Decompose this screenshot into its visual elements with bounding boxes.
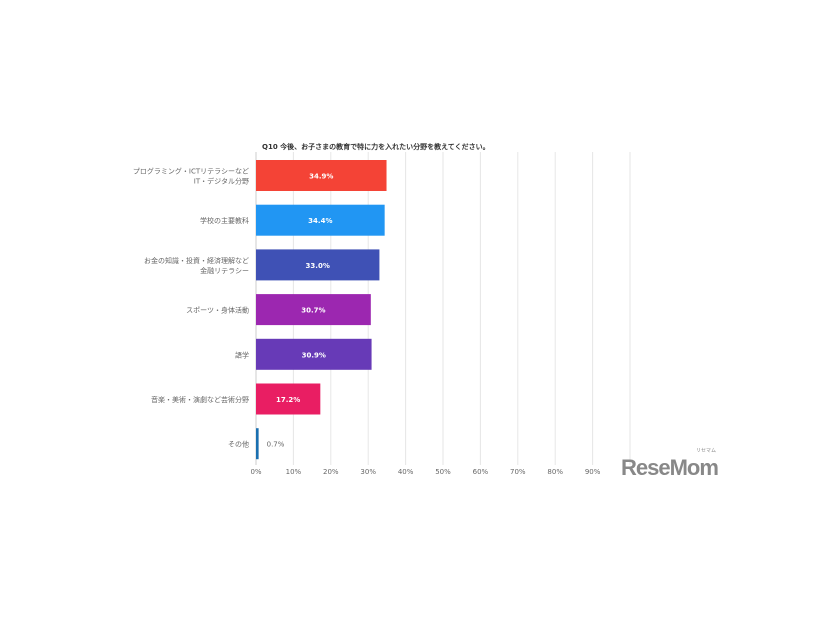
resemom-logo: ReseMom <box>621 455 719 480</box>
bar <box>256 428 259 460</box>
bar <box>256 160 387 191</box>
category-label: スポーツ・身体活動 <box>186 306 249 315</box>
category-label: プログラミング・ICTリテラシーなど <box>133 167 249 176</box>
x-tick-label: 0% <box>250 468 261 476</box>
category-label: 学校の主要教科 <box>200 216 249 225</box>
bar <box>256 204 385 236</box>
bar <box>256 249 380 281</box>
x-tick-label: 90% <box>585 468 601 476</box>
data-label: 30.9% <box>302 351 326 359</box>
data-label: 17.2% <box>276 396 300 404</box>
category-label: 語学 <box>235 350 249 359</box>
x-tick-label: 30% <box>360 468 376 476</box>
data-label: 34.4% <box>308 217 332 225</box>
resemom-logo-sub: リセマム <box>696 448 717 454</box>
category-label: 音楽・美術・演劇など芸術分野 <box>151 395 249 404</box>
x-tick-label: 60% <box>473 468 489 476</box>
category-label: その他 <box>228 440 249 449</box>
x-tick-label: 20% <box>323 468 339 476</box>
chart-title: Q10 今後、お子さまの教育で特に力を入れたい分野を教えてください。 <box>262 143 490 151</box>
bar <box>256 294 371 326</box>
x-tick-label: 70% <box>510 468 526 476</box>
category-label: IT・デジタル分野 <box>194 177 249 186</box>
x-tick-label: 10% <box>286 468 302 476</box>
category-label: 金融リテラシー <box>200 266 249 275</box>
bar <box>256 383 321 415</box>
x-tick-label: 80% <box>547 468 563 476</box>
data-label: 30.7% <box>301 307 325 315</box>
category-label: お金の知識・投資・経済理解など <box>144 256 249 265</box>
x-tick-label: 40% <box>398 468 414 476</box>
data-label: 33.0% <box>306 262 330 270</box>
data-label: 34.9% <box>309 173 333 181</box>
x-tick-label: 50% <box>435 468 451 476</box>
data-label: 0.7% <box>267 441 285 449</box>
bar <box>256 338 372 370</box>
